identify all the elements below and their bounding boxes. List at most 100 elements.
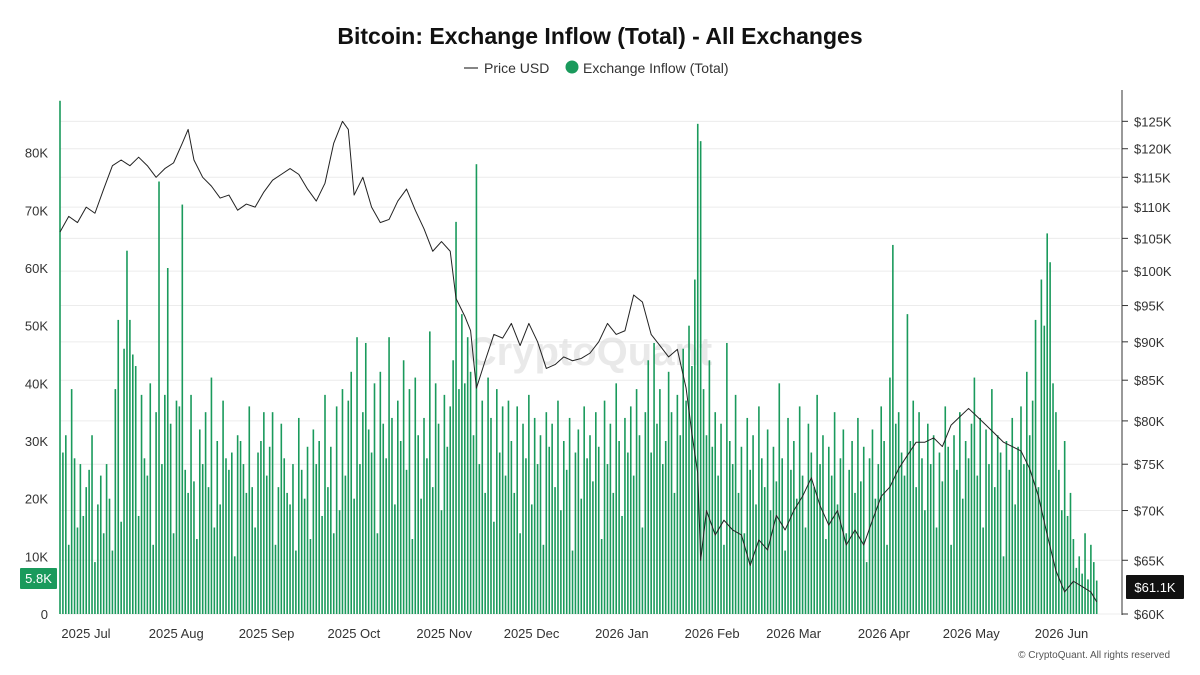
inflow-bar xyxy=(1069,492,1072,614)
inflow-bar xyxy=(193,481,195,614)
inflow-bar xyxy=(370,452,373,614)
inflow-bar xyxy=(664,441,667,614)
inflow-bar xyxy=(356,337,358,614)
inflow-bar xyxy=(647,360,650,614)
inflow-bar xyxy=(306,446,309,614)
inflow-bar xyxy=(691,366,693,614)
inflow-bar xyxy=(420,498,422,614)
inflow-bar xyxy=(726,342,728,614)
inflow-bar xyxy=(1055,412,1057,614)
inflow-bar xyxy=(379,371,382,614)
legend[interactable]: Price USD Exchange Inflow (Total) xyxy=(464,60,729,76)
inflow-bar xyxy=(964,441,967,614)
inflow-bar xyxy=(798,406,801,614)
inflow-bar xyxy=(402,360,405,614)
inflow-bar xyxy=(711,446,714,614)
inflow-bar xyxy=(274,544,277,614)
inflow-badge-bg xyxy=(20,568,57,589)
inflow-bar xyxy=(775,481,778,614)
inflow-bar xyxy=(196,539,198,614)
inflow-bar xyxy=(129,319,131,614)
inflow-bar xyxy=(862,446,865,614)
inflow-bar xyxy=(399,441,402,614)
inflow-bar xyxy=(522,423,524,614)
price-badge-text: $61.1K xyxy=(1134,580,1176,595)
inflow-bar xyxy=(187,492,189,614)
inflow-bar xyxy=(295,550,297,614)
inflow-bar xyxy=(91,435,93,614)
inflow-bar xyxy=(839,458,842,614)
inflow-bar xyxy=(528,394,530,614)
inflow-bar xyxy=(79,464,82,614)
inflow-bar xyxy=(595,412,597,614)
inflow-bar xyxy=(580,498,583,614)
inflow-bar xyxy=(452,360,454,614)
inflow-bar xyxy=(565,469,568,614)
inflow-bar xyxy=(376,533,379,614)
inflow-bar xyxy=(641,527,644,614)
inflow-bar xyxy=(466,337,469,614)
inflow-bar xyxy=(929,464,932,614)
x-tick-label: 2026 Jan xyxy=(595,626,649,641)
inflow-bar xyxy=(615,383,618,614)
inflow-bar xyxy=(557,400,559,614)
inflow-bar xyxy=(699,141,702,614)
inflow-bar xyxy=(662,464,664,614)
inflow-bar xyxy=(973,377,976,614)
inflow-bar xyxy=(761,458,763,614)
inflow-bar xyxy=(143,458,146,614)
inflow-bar xyxy=(1081,573,1083,614)
inflow-bar xyxy=(149,383,152,614)
inflow-bar xyxy=(426,458,428,614)
inflow-bar xyxy=(886,544,888,614)
inflow-bar xyxy=(469,371,472,614)
inflow-bar xyxy=(117,319,120,614)
inflow-bar xyxy=(498,452,501,614)
inflow-bar xyxy=(737,492,740,614)
inflow-bar xyxy=(1072,539,1075,614)
inflow-bar xyxy=(289,504,291,614)
inflow-bar xyxy=(600,539,603,614)
price-badge-bg xyxy=(1126,575,1184,599)
inflow-bar xyxy=(659,389,661,614)
inflow-bar xyxy=(501,406,504,614)
inflow-bar xyxy=(245,492,248,614)
inflow-bar xyxy=(854,492,856,614)
inflow-bar xyxy=(999,452,1002,614)
inflow-bar xyxy=(769,510,772,614)
inflow-bar xyxy=(944,406,947,614)
inflow-bar xyxy=(268,446,271,614)
right-tick-label: $105K xyxy=(1134,231,1172,246)
x-tick-label: 2026 Mar xyxy=(766,626,822,641)
inflow-bar xyxy=(373,383,376,614)
inflow-bar xyxy=(184,469,187,614)
inflow-bar xyxy=(321,515,323,614)
inflow-bar xyxy=(1002,556,1005,614)
inflow-bar xyxy=(437,423,440,614)
inflow-bar xyxy=(397,400,399,614)
inflow-bar xyxy=(921,458,923,614)
inflow-bar xyxy=(216,441,219,614)
inflow-bar xyxy=(533,417,536,614)
legend-price-label[interactable]: Price USD xyxy=(484,60,549,76)
inflow-bar xyxy=(827,446,830,614)
inflow-bar xyxy=(924,510,926,614)
inflow-bar xyxy=(816,394,818,614)
inflow-bar xyxy=(283,458,286,614)
inflow-bar xyxy=(679,435,682,614)
inflow-bar xyxy=(894,423,897,614)
inflow-bar xyxy=(632,475,635,614)
inflow-bar xyxy=(280,423,283,614)
inflow-bar xyxy=(1060,510,1063,614)
inflow-bar xyxy=(1026,371,1028,614)
inflow-bar xyxy=(62,452,64,614)
right-tick-label: $60K xyxy=(1134,607,1165,622)
inflow-bar xyxy=(507,400,510,614)
inflow-bar xyxy=(804,527,807,614)
inflow-bar xyxy=(475,164,478,614)
inflow-bar xyxy=(440,510,443,614)
inflow-bar xyxy=(263,412,265,614)
inflow-bar xyxy=(542,544,545,614)
inflow-bar xyxy=(510,441,513,614)
legend-inflow-label[interactable]: Exchange Inflow (Total) xyxy=(583,60,729,76)
